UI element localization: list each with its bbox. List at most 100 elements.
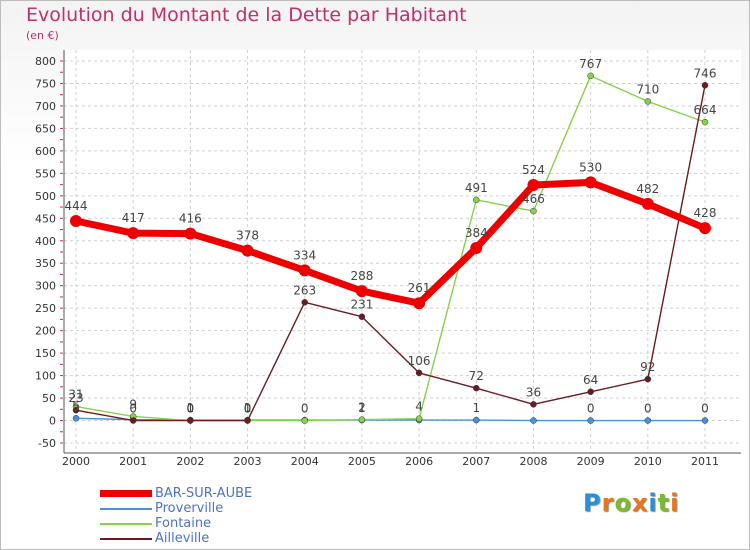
data-label: 334 xyxy=(293,248,316,262)
proxiti-logo: Proxiti xyxy=(583,489,679,517)
data-point xyxy=(184,227,197,240)
data-point xyxy=(584,176,597,189)
data-label: 664 xyxy=(694,103,717,117)
data-point xyxy=(415,415,423,422)
data-point xyxy=(587,72,594,80)
chart-subtitle: (en €) xyxy=(26,29,59,42)
legend-label-fontaine: Fontaine xyxy=(155,516,212,531)
data-label: 0 xyxy=(244,402,252,416)
data-label: 5 xyxy=(72,399,80,413)
data-label: 0 xyxy=(587,402,595,416)
data-label: 417 xyxy=(122,211,145,225)
data-point xyxy=(644,375,652,383)
data-point xyxy=(301,299,308,306)
data-label: 710 xyxy=(636,82,659,96)
x-tick-label: 2002 xyxy=(176,455,204,468)
data-point xyxy=(473,384,480,392)
data-point xyxy=(587,388,594,396)
logo-letter: r xyxy=(601,489,615,517)
data-point xyxy=(72,406,80,414)
x-tick-label: 2005 xyxy=(348,455,376,468)
logo-letter: i xyxy=(648,489,658,517)
data-label: 466 xyxy=(522,192,545,206)
y-tick-label: 50 xyxy=(42,392,56,405)
data-label: 288 xyxy=(350,269,373,283)
data-label: 444 xyxy=(65,199,88,213)
data-point xyxy=(527,179,540,192)
y-tick-label: 550 xyxy=(35,167,56,180)
data-point xyxy=(70,214,82,227)
y-tick-label: 100 xyxy=(35,370,56,383)
logo-letter: x xyxy=(631,489,649,517)
data-point xyxy=(72,415,80,422)
data-point xyxy=(530,401,537,408)
y-tick-label: 800 xyxy=(35,55,56,68)
data-label: 36 xyxy=(526,385,541,399)
x-tick-label: 2010 xyxy=(634,455,662,468)
data-point xyxy=(530,417,537,424)
data-label: 23 xyxy=(68,391,83,405)
legend-swatch-ailleville xyxy=(100,538,152,540)
plot-area xyxy=(65,50,741,453)
data-label: 0 xyxy=(187,402,195,416)
data-point xyxy=(244,417,251,424)
data-point xyxy=(644,98,652,105)
data-label: 31 xyxy=(68,388,83,402)
legend-swatch-fontaine xyxy=(100,523,152,525)
data-label: 1 xyxy=(244,401,252,415)
series-line-ailleville xyxy=(75,84,706,422)
data-label: 767 xyxy=(579,57,602,71)
data-label: 261 xyxy=(408,281,431,295)
x-tick-label: 2004 xyxy=(291,455,319,468)
y-tick-label: 0 xyxy=(49,415,56,428)
data-label: 1 xyxy=(187,401,195,415)
data-point xyxy=(415,369,423,377)
data-point xyxy=(701,118,709,126)
data-point xyxy=(701,417,709,424)
data-point xyxy=(241,244,254,257)
x-tick-label: 2009 xyxy=(577,455,605,468)
logo-letter: P xyxy=(583,489,602,517)
data-point xyxy=(301,417,308,424)
data-label: 482 xyxy=(636,182,659,196)
data-point xyxy=(127,227,140,240)
y-tick-label: 400 xyxy=(35,235,56,248)
y-tick-label: 500 xyxy=(35,190,56,203)
data-point xyxy=(530,207,537,215)
data-label: 231 xyxy=(350,298,373,312)
data-label: 491 xyxy=(465,181,488,195)
data-label: 92 xyxy=(640,360,655,374)
data-point xyxy=(587,417,594,424)
data-point xyxy=(473,416,480,424)
x-tick-label: 2008 xyxy=(519,455,547,468)
data-point xyxy=(358,416,366,423)
data-label: 1 xyxy=(472,401,480,415)
data-point xyxy=(701,82,709,89)
data-label: 378 xyxy=(236,229,259,243)
y-tick-label: 750 xyxy=(35,77,56,90)
x-tick-label: 2007 xyxy=(462,455,490,468)
data-label: 0 xyxy=(701,402,709,416)
data-point xyxy=(470,241,483,254)
y-tick-label: 250 xyxy=(35,302,56,315)
data-label: 4 xyxy=(415,400,423,414)
y-tick-label: 150 xyxy=(35,347,56,360)
legend-label-ailleville: Ailleville xyxy=(155,531,210,546)
logo-letter: t xyxy=(657,489,671,517)
data-point xyxy=(699,222,711,235)
data-label: 384 xyxy=(465,226,488,240)
y-tick-label: 450 xyxy=(35,212,56,225)
data-label: 0 xyxy=(301,402,309,416)
y-tick-label: -50 xyxy=(38,437,56,450)
series-line-bar-sur-aube xyxy=(72,178,709,307)
x-tick-label: 2001 xyxy=(119,455,147,468)
chart-title: Evolution du Montant de la Dette par Hab… xyxy=(26,4,467,26)
data-point xyxy=(644,417,652,424)
data-point xyxy=(413,297,426,310)
x-tick-label: 2003 xyxy=(234,455,262,468)
data-point xyxy=(358,313,366,320)
y-tick-label: 200 xyxy=(35,325,56,338)
data-point xyxy=(355,285,368,298)
data-point xyxy=(129,417,137,424)
